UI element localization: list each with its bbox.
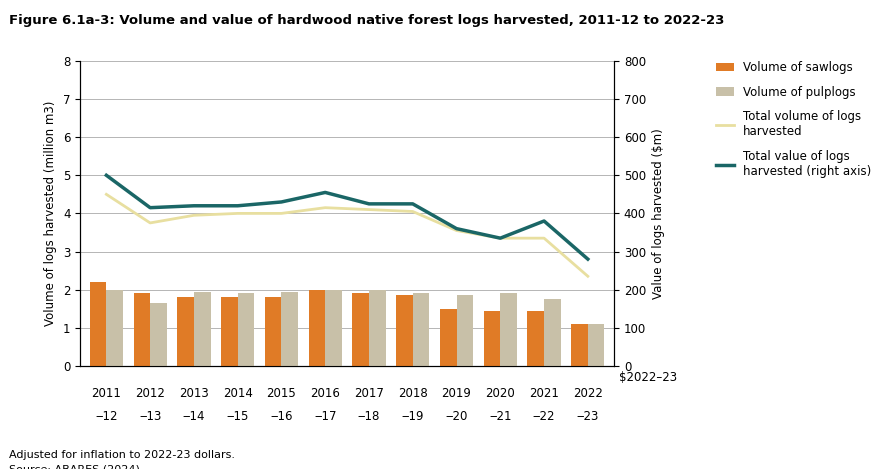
Total value of logs
harvested (right axis) [276, 199, 287, 205]
Bar [571, 324, 587, 366]
Text: Adjusted for inflation to 2022-23 dollars.: Adjusted for inflation to 2022-23 dollar… [9, 450, 235, 460]
Bar [352, 294, 369, 366]
Text: $2022–23: $2022–23 [619, 371, 676, 384]
Text: 2016: 2016 [311, 387, 340, 400]
Text: ‒18: ‒18 [358, 410, 380, 424]
Bar [457, 295, 473, 366]
Text: 2019: 2019 [441, 387, 472, 400]
Text: ‒15: ‒15 [226, 410, 249, 424]
Text: 2011: 2011 [92, 387, 121, 400]
Text: ‒23: ‒23 [577, 410, 599, 424]
Text: ‒17: ‒17 [314, 410, 336, 424]
Bar [396, 295, 413, 366]
Bar [325, 290, 342, 366]
Total value of logs
harvested (right axis) [145, 205, 156, 211]
Bar [309, 290, 325, 366]
Bar [369, 290, 385, 366]
Total volume of logs
harvested [364, 207, 375, 212]
Total value of logs
harvested (right axis) [538, 218, 549, 224]
Bar [107, 290, 123, 366]
Bar [265, 297, 281, 366]
Total value of logs
harvested (right axis) [232, 203, 243, 209]
Total value of logs
harvested (right axis) [582, 257, 593, 262]
Text: 2013: 2013 [179, 387, 209, 400]
Text: 2014: 2014 [222, 387, 253, 400]
Text: ‒20: ‒20 [445, 410, 468, 424]
Bar [587, 324, 604, 366]
Bar [413, 294, 429, 366]
Bar [483, 310, 500, 366]
Bar [528, 310, 544, 366]
Text: 2012: 2012 [135, 387, 165, 400]
Text: 2021: 2021 [530, 387, 559, 400]
Bar [500, 294, 517, 366]
Total volume of logs
harvested [451, 228, 462, 234]
Total value of logs
harvested (right axis) [320, 189, 330, 195]
Text: ‒14: ‒14 [182, 410, 206, 424]
Line: Total volume of logs
harvested: Total volume of logs harvested [107, 194, 587, 276]
Bar [544, 299, 561, 366]
Text: ‒22: ‒22 [533, 410, 555, 424]
Total volume of logs
harvested [582, 273, 593, 279]
Bar [177, 297, 194, 366]
Total value of logs
harvested (right axis) [408, 201, 418, 207]
Total volume of logs
harvested [189, 212, 199, 218]
Text: 2022: 2022 [573, 387, 603, 400]
Text: Source: ABARES (2024).: Source: ABARES (2024). [9, 464, 143, 469]
Text: ‒16: ‒16 [271, 410, 293, 424]
Text: ‒19: ‒19 [401, 410, 424, 424]
Bar [281, 292, 298, 366]
Total volume of logs
harvested [538, 235, 549, 241]
Text: ‒12: ‒12 [95, 410, 117, 424]
Total volume of logs
harvested [320, 205, 330, 211]
Bar [440, 309, 457, 366]
Text: Figure 6.1a-3: Volume and value of hardwood native forest logs harvested, 2011-1: Figure 6.1a-3: Volume and value of hardw… [9, 14, 724, 27]
Legend: Volume of sawlogs, Volume of pulplogs, Total volume of logs
harvested, Total val: Volume of sawlogs, Volume of pulplogs, T… [716, 61, 871, 178]
Total value of logs
harvested (right axis) [495, 235, 506, 241]
Bar [221, 297, 238, 366]
Total value of logs
harvested (right axis) [364, 201, 375, 207]
Total value of logs
harvested (right axis) [451, 226, 462, 232]
Total volume of logs
harvested [495, 235, 506, 241]
Total volume of logs
harvested [408, 209, 418, 214]
Bar [90, 282, 107, 366]
Bar [194, 292, 211, 366]
Total volume of logs
harvested [232, 211, 243, 216]
Text: 2015: 2015 [267, 387, 296, 400]
Text: ‒13: ‒13 [139, 410, 161, 424]
Total volume of logs
harvested [145, 220, 156, 226]
Line: Total value of logs
harvested (right axis): Total value of logs harvested (right axi… [107, 175, 587, 259]
Bar [238, 294, 255, 366]
Bar [134, 294, 150, 366]
Text: 2020: 2020 [485, 387, 515, 400]
Text: 2017: 2017 [354, 387, 384, 400]
Total volume of logs
harvested [101, 191, 112, 197]
Total value of logs
harvested (right axis) [101, 173, 112, 178]
Text: ‒21: ‒21 [489, 410, 512, 424]
Total volume of logs
harvested [276, 211, 287, 216]
Y-axis label: Volume of logs harvested (million m3): Volume of logs harvested (million m3) [44, 101, 57, 326]
Text: 2018: 2018 [398, 387, 427, 400]
Bar [150, 303, 166, 366]
Y-axis label: Value of logs harvested ($m): Value of logs harvested ($m) [651, 128, 665, 299]
Total value of logs
harvested (right axis) [189, 203, 199, 209]
